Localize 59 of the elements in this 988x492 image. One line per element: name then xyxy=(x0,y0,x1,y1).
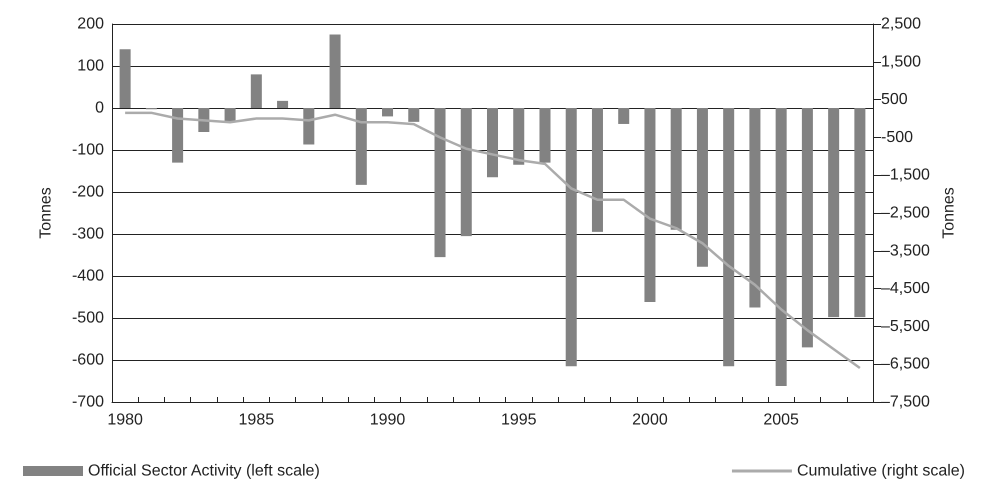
x-tick-label: 2000 xyxy=(632,412,668,428)
bar xyxy=(670,108,682,230)
x-tick-label: 1990 xyxy=(370,412,406,428)
bar xyxy=(172,108,184,163)
y-tick-label: 100 xyxy=(77,58,104,74)
y2-tick-label: –3,500 xyxy=(881,242,930,260)
bar xyxy=(120,49,131,108)
legend-label: Official Sector Activity (left scale) xyxy=(88,462,320,480)
bar xyxy=(434,108,446,258)
line-series xyxy=(124,112,862,370)
y2-tick-label: –5,500 xyxy=(881,318,930,335)
y2-tick-label: 500 xyxy=(881,91,908,108)
bar xyxy=(356,108,367,185)
y-axis-title: Tonnes xyxy=(38,187,54,239)
bar xyxy=(250,74,262,108)
y2-tick-label: –6,500 xyxy=(881,356,930,373)
y2-tick-label: 1,500 xyxy=(881,53,922,70)
legend-label: Cumulative (right scale) xyxy=(796,462,966,480)
x-tick-label: 1980 xyxy=(107,412,144,428)
y2-tick-label: –2,500 xyxy=(881,204,930,222)
bar xyxy=(513,108,524,165)
y-tick-label: -200 xyxy=(72,184,104,200)
y2-tick-label: 2,500 xyxy=(881,16,922,32)
x-tick-label: 1985 xyxy=(238,412,274,428)
y-tick-label: -400 xyxy=(72,268,104,284)
y-tick-label: -100 xyxy=(72,142,104,158)
y-tick-label: 0 xyxy=(95,100,104,116)
bar xyxy=(776,108,787,386)
y2-axis-title: Tonnes xyxy=(940,187,958,239)
y-tick-label: 200 xyxy=(77,16,104,32)
bar xyxy=(802,108,813,348)
y-tick-label: -300 xyxy=(72,226,104,242)
bar xyxy=(566,108,577,366)
y-tick-label: -500 xyxy=(72,310,104,326)
y-tick-label: -700 xyxy=(72,394,104,410)
x-tick-label: 1995 xyxy=(500,412,537,428)
bar xyxy=(828,108,840,318)
bar xyxy=(618,108,630,124)
y2-tick-label: –1,500 xyxy=(881,166,930,184)
bar xyxy=(330,34,341,108)
y2-tick-label: –7,500 xyxy=(881,394,930,410)
bar xyxy=(592,108,603,232)
bar xyxy=(303,108,314,145)
bar xyxy=(723,108,734,366)
y2-tick-label: –4,500 xyxy=(881,280,930,298)
bar xyxy=(539,108,550,163)
bar xyxy=(644,108,656,302)
y-tick-label: -600 xyxy=(72,352,104,368)
x-tick-label: 2005 xyxy=(763,412,800,428)
bar xyxy=(277,100,288,108)
y2-tick-label: -500 xyxy=(881,128,914,146)
bar xyxy=(382,108,394,116)
bar xyxy=(749,108,760,308)
bar xyxy=(854,108,866,318)
bar xyxy=(408,108,420,122)
bar xyxy=(486,108,498,178)
bar xyxy=(224,108,236,122)
bar xyxy=(696,108,708,267)
bar xyxy=(460,108,472,236)
